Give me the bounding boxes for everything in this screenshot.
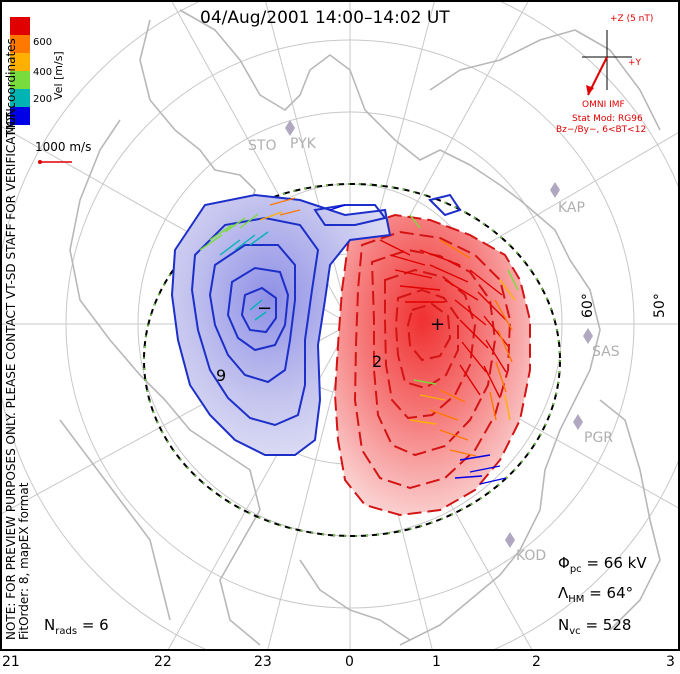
n-rads-symbol: Nrads xyxy=(44,616,78,637)
station-label: PYK xyxy=(290,136,316,152)
velocity-vectors xyxy=(199,197,519,485)
colorbar-tick: 400 xyxy=(33,67,53,78)
colorbar-segment xyxy=(10,17,30,35)
contour-label: 9 xyxy=(216,366,227,385)
fit-order-label: FitOrder: 8, mapEX format xyxy=(17,482,31,640)
colorbar-segment xyxy=(10,107,30,125)
station-markers xyxy=(285,120,593,548)
colorbar-segment xyxy=(10,89,30,107)
colorbar-segment xyxy=(10,71,30,89)
station-label: PGR xyxy=(584,430,614,446)
n-rads-value: = 6 xyxy=(81,616,109,634)
preview-note: NOTE: FOR PREVIEW PURPOSES ONLY. PLEASE … xyxy=(4,104,18,640)
coastlines xyxy=(59,9,661,646)
station-label: KAP xyxy=(558,200,585,216)
scale-vector-line xyxy=(38,160,72,164)
mlt-label: 2 xyxy=(532,654,541,670)
mlt-label: 3 xyxy=(666,654,675,670)
imf-source-label: OMNI IMF xyxy=(582,100,625,110)
colorbar-tick: 200 xyxy=(33,94,53,105)
colorbar-segment xyxy=(10,35,30,53)
model-line2: Bz−/By−, 6<BT<12 xyxy=(556,125,647,135)
colorbar-segment xyxy=(10,53,30,71)
latitude-label: 50° xyxy=(652,293,668,318)
n-vc-value: = 528 xyxy=(585,616,632,634)
n-rads-stat: Nrads = 6 xyxy=(44,616,109,637)
lambda-hm-value: = 64° xyxy=(589,584,634,602)
lambda-hm-stat: ΛHM = 64° xyxy=(558,584,633,605)
imf-bz-label: +Z (5 nT) xyxy=(610,14,654,24)
colorbar-label: Vel [m/s] xyxy=(52,51,65,100)
plot-frame xyxy=(0,0,680,651)
station-label: SAS xyxy=(592,344,620,360)
mlt-label: 23 xyxy=(254,654,272,670)
n-vc-symbol: Nvc xyxy=(558,616,581,637)
phi-pc-symbol: Φpc xyxy=(558,554,582,575)
lambda-hm-symbol: ΛHM xyxy=(558,584,585,605)
map-title: 04/Aug/2001 14:00–14:02 UT xyxy=(200,8,450,28)
positive-potential-cell: + xyxy=(333,213,531,517)
contour-label: 2 xyxy=(372,352,383,371)
latitude-label: 60° xyxy=(580,293,596,318)
station-label: STO xyxy=(248,138,277,154)
imf-by-label: +Y xyxy=(628,58,642,68)
scale-vector-label: 1000 m/s xyxy=(35,140,92,154)
svg-text:+: + xyxy=(430,314,445,335)
phi-pc-value: = 66 kV xyxy=(586,554,647,572)
colorbar-tick: 600 xyxy=(33,37,53,48)
negative-potential-cell: − xyxy=(170,193,462,456)
phi-pc-stat: Φpc = 66 kV xyxy=(558,554,647,575)
mlt-label: 21 xyxy=(2,654,20,670)
mlt-label: 22 xyxy=(154,654,172,670)
n-vc-stat: Nvc = 528 xyxy=(558,616,631,637)
station-label: KOD xyxy=(516,548,547,564)
imf-clock-dial xyxy=(582,30,632,96)
mlt-label: 1 xyxy=(432,654,441,670)
mlt-label: 0 xyxy=(345,654,354,670)
svg-text:−: − xyxy=(257,298,272,319)
model-line1: Stat Mod: RG96 xyxy=(572,114,643,124)
